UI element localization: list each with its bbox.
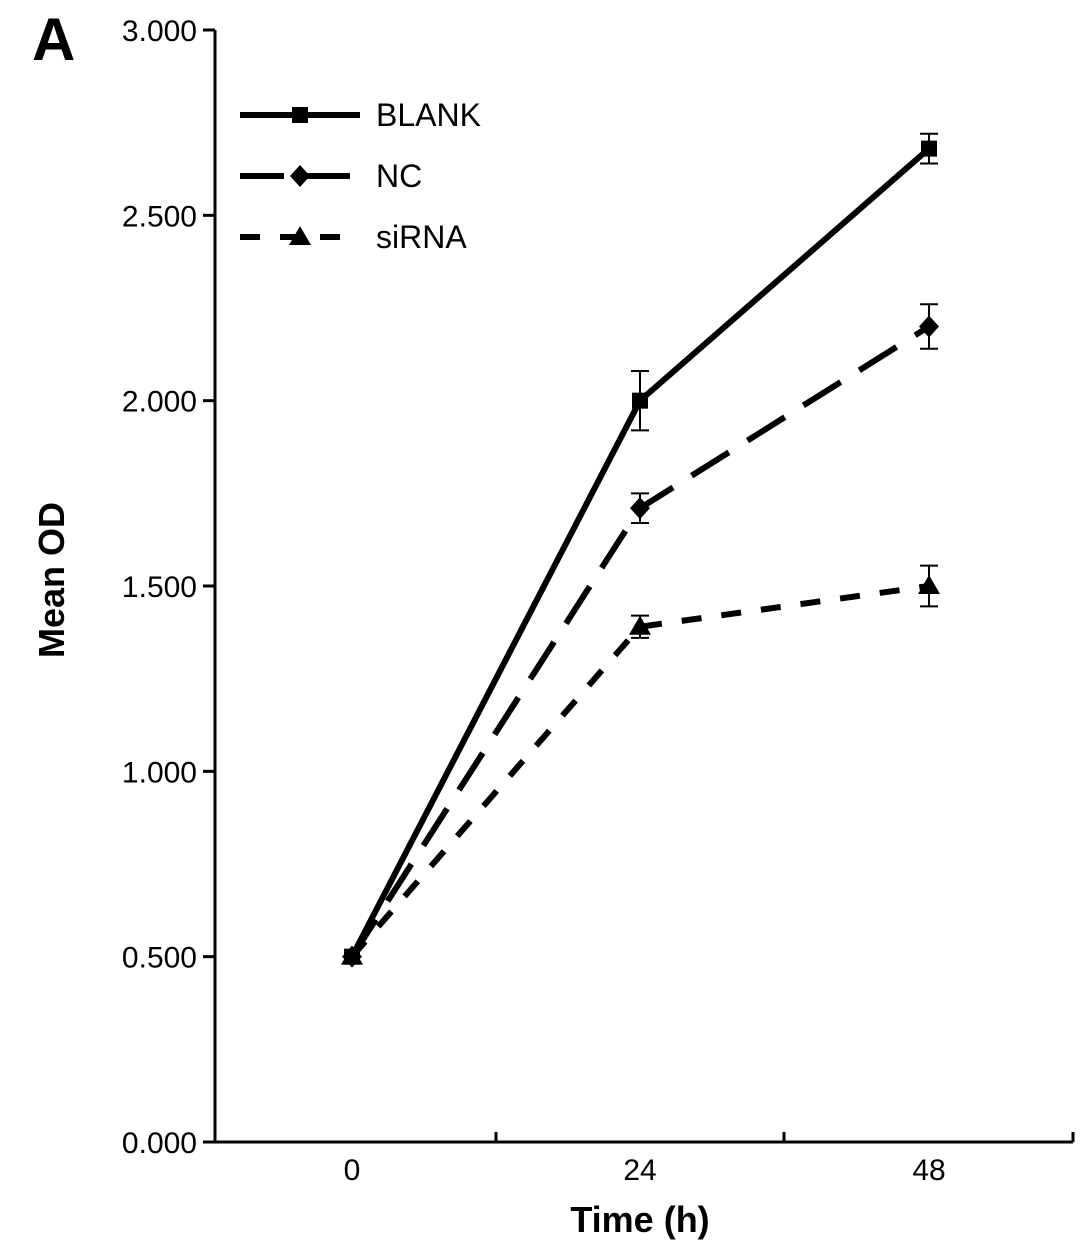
series-blank bbox=[344, 132, 938, 965]
data-point bbox=[629, 615, 651, 635]
series-sirna bbox=[341, 564, 940, 965]
legend-item-sirna: siRNA bbox=[240, 219, 467, 255]
legend-marker bbox=[292, 107, 308, 123]
y-tick-label: 0.500 bbox=[122, 942, 197, 975]
y-tick-label: 1.000 bbox=[122, 756, 197, 789]
legend-item-blank: BLANK bbox=[240, 97, 481, 133]
legend-item-nc: NC bbox=[240, 158, 422, 194]
y-tick-label: 2.500 bbox=[122, 200, 197, 233]
x-tick-label: 24 bbox=[623, 1154, 656, 1187]
legend-label: siRNA bbox=[376, 219, 467, 255]
panel-label: A bbox=[32, 6, 75, 73]
legend-marker bbox=[289, 226, 311, 245]
data-point bbox=[341, 945, 363, 965]
data-point bbox=[632, 392, 648, 409]
data-point bbox=[919, 315, 939, 338]
legend: BLANK NC siRNA bbox=[240, 97, 481, 255]
x-tick-label: 48 bbox=[912, 1154, 945, 1187]
y-tick-label: 3.000 bbox=[122, 15, 197, 48]
x-axis-title: Time (h) bbox=[570, 1199, 709, 1240]
data-point bbox=[918, 575, 940, 594]
legend-label: BLANK bbox=[376, 97, 481, 133]
series-layer bbox=[341, 132, 940, 968]
series-line bbox=[349, 583, 930, 959]
legend-label: NC bbox=[376, 158, 422, 194]
y-axis-title: Mean OD bbox=[31, 502, 72, 658]
axes: 0.000 0.500 1.000 1.500 2.000 2.500 3.000 0 24 48 bbox=[122, 15, 1075, 1187]
y-tick-label: 2.000 bbox=[122, 386, 197, 419]
legend-marker bbox=[290, 165, 310, 187]
data-point bbox=[630, 497, 650, 520]
series-line bbox=[349, 146, 931, 959]
y-tick-label: 1.500 bbox=[122, 571, 197, 604]
y-tick-label: 0.000 bbox=[122, 1127, 197, 1160]
data-point bbox=[921, 140, 937, 157]
x-tick-label: 0 bbox=[344, 1154, 361, 1187]
